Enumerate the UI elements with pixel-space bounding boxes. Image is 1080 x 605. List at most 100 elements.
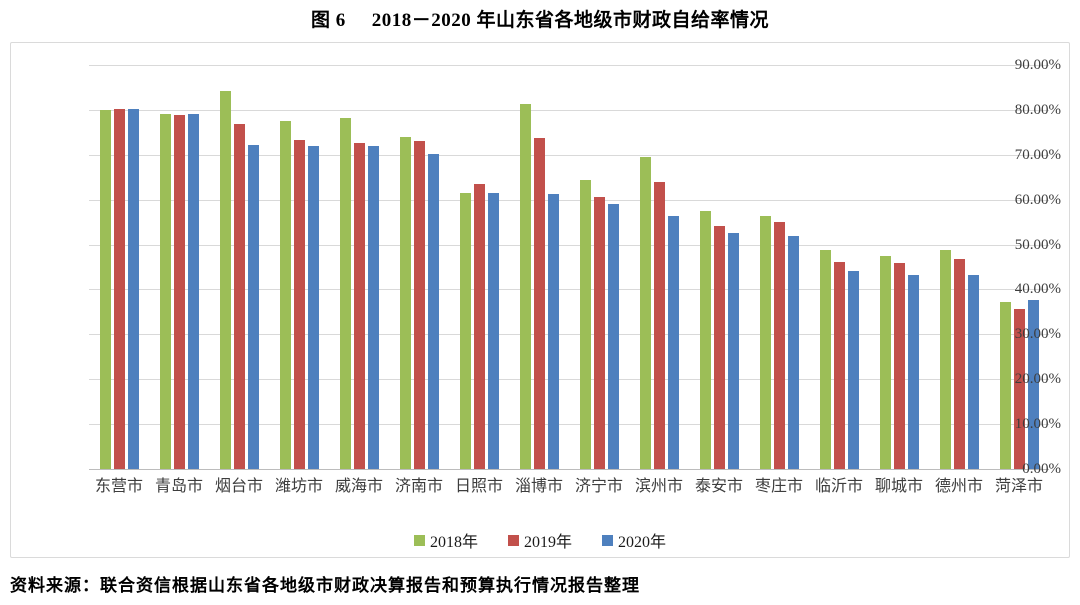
bar-2018年-烟台市 bbox=[219, 91, 231, 469]
bar-2020年-滨州市 bbox=[667, 215, 679, 469]
x-tick-label: 聊城市 bbox=[874, 478, 923, 495]
bar-group bbox=[749, 65, 809, 469]
bar-group bbox=[269, 65, 329, 469]
bar-group bbox=[89, 65, 149, 469]
bar-2019年-潍坊市 bbox=[293, 139, 305, 469]
bar-2020年-东营市 bbox=[127, 109, 139, 469]
bar-2020年-威海市 bbox=[367, 145, 379, 469]
legend-swatch-icon bbox=[602, 534, 613, 546]
bar-group bbox=[149, 65, 209, 469]
figure-title-text: 2018－2020 年山东省各地级市财政自给率情况 bbox=[371, 10, 770, 31]
bar-groups bbox=[89, 65, 1049, 469]
bar-2018年-菏泽市 bbox=[999, 302, 1011, 469]
y-tick-label: 90.00% bbox=[1014, 57, 1061, 73]
bar-2020年-淄博市 bbox=[547, 194, 559, 469]
bar-2019年-济南市 bbox=[413, 141, 425, 469]
x-tick-label: 烟台市 bbox=[214, 478, 263, 495]
legend-swatch-icon bbox=[507, 534, 519, 546]
bar-2020年-泰安市 bbox=[727, 232, 739, 469]
bar-2018年-日照市 bbox=[459, 192, 471, 469]
gridline bbox=[89, 334, 1049, 336]
bar-2019年-威海市 bbox=[353, 142, 365, 469]
x-tick-label: 济宁市 bbox=[574, 478, 623, 495]
bar-2019年-菏泽市 bbox=[1013, 308, 1025, 469]
gridline bbox=[89, 199, 1049, 201]
x-tick-label: 枣庄市 bbox=[754, 478, 803, 495]
y-tick-label: 80.00% bbox=[1014, 101, 1061, 118]
bar-group bbox=[209, 65, 269, 469]
x-tick-label: 滨州市 bbox=[634, 478, 683, 495]
legend-item-2020年: 2020年 bbox=[602, 528, 666, 552]
chart-area: 东营市 青岛市 烟台市 潍坊市 威海市 济南市 日照市 淄博市 济宁市 滨州市 泰安市 枣庄市 临沂市聊… bbox=[10, 42, 1070, 558]
bar-2020年-临沂市 bbox=[847, 271, 859, 469]
bar-group bbox=[809, 65, 869, 469]
bar-group bbox=[989, 65, 1049, 469]
bar-2020年-济宁市 bbox=[607, 204, 619, 469]
bar-2018年-泰安市 bbox=[699, 210, 711, 469]
bar-group bbox=[689, 65, 749, 469]
legend-item-2018年: 2018年 bbox=[413, 528, 478, 552]
bar-group bbox=[449, 65, 509, 469]
gridline bbox=[89, 424, 1049, 426]
bar-2020年-枣庄市 bbox=[787, 235, 799, 469]
figure-number: 图 6 bbox=[310, 10, 346, 31]
bar-2019年-东营市 bbox=[113, 109, 125, 469]
plot-area bbox=[89, 65, 1049, 470]
bar-2019年-泰安市 bbox=[713, 226, 725, 469]
bar-2018年-潍坊市 bbox=[279, 120, 291, 469]
bar-2019年-枣庄市 bbox=[773, 222, 785, 469]
y-tick-label: 30.00% bbox=[1014, 326, 1061, 343]
bar-group bbox=[569, 65, 629, 469]
y-tick-label: 60.00% bbox=[1014, 191, 1061, 208]
x-axis-labels: 东营市 青岛市 烟台市 潍坊市 威海市 济南市 日照市 淄博市 济宁市 滨州市 泰安市 枣庄市 临沂市聊… bbox=[89, 477, 1049, 497]
x-tick-label: 威海市 bbox=[334, 478, 383, 495]
bar-2018年-临沂市 bbox=[819, 249, 831, 469]
bar-2020年-德州市 bbox=[967, 274, 979, 469]
bar-2020年-日照市 bbox=[487, 192, 499, 469]
bar-2019年-聊城市 bbox=[893, 263, 905, 469]
bar-group bbox=[629, 65, 689, 469]
bar-2019年-滨州市 bbox=[653, 182, 665, 469]
x-tick-label: 临沂市 bbox=[814, 478, 863, 495]
legend-label: 2019年 bbox=[523, 534, 572, 551]
bar-2019年-日照市 bbox=[473, 184, 485, 469]
bar-2018年-聊城市 bbox=[879, 256, 891, 469]
legend-swatch-icon bbox=[413, 534, 425, 546]
bar-group bbox=[389, 65, 449, 469]
bar-2019年-德州市 bbox=[953, 258, 965, 469]
bar-2019年-青岛市 bbox=[173, 115, 185, 469]
bar-group bbox=[509, 65, 569, 469]
x-tick-label: 济南市 bbox=[394, 478, 443, 495]
bar-2020年-烟台市 bbox=[247, 145, 259, 469]
bar-2019年-烟台市 bbox=[233, 123, 245, 469]
bar-2018年-青岛市 bbox=[159, 113, 171, 469]
bar-2019年-济宁市 bbox=[593, 197, 605, 469]
bar-2020年-潍坊市 bbox=[307, 145, 319, 469]
bar-group bbox=[329, 65, 389, 469]
bar-2020年-聊城市 bbox=[907, 275, 919, 469]
x-tick-label: 泰安市 bbox=[694, 478, 743, 495]
bar-2020年-济南市 bbox=[427, 153, 439, 469]
y-tick-label: 10.00% bbox=[1014, 416, 1061, 433]
y-tick-label: 50.00% bbox=[1014, 236, 1061, 253]
figure-title: 图 6 2018－2020 年山东省各地级市财政自给率情况 bbox=[0, 5, 1080, 32]
x-tick-label: 德州市 bbox=[934, 478, 983, 495]
bar-2018年-威海市 bbox=[339, 118, 351, 469]
bar-group bbox=[929, 65, 989, 469]
x-tick-label: 东营市 bbox=[94, 478, 143, 495]
chart-legend: 2018年 2019年 2020年 bbox=[11, 528, 1069, 552]
bar-2019年-临沂市 bbox=[833, 261, 845, 469]
gridline bbox=[89, 65, 1049, 66]
bar-2018年-滨州市 bbox=[639, 157, 651, 469]
bar-2018年-德州市 bbox=[939, 250, 951, 469]
legend-item-2019年: 2019年 bbox=[507, 528, 572, 552]
legend-label: 2018年 bbox=[429, 534, 478, 551]
bar-2020年-青岛市 bbox=[187, 114, 199, 469]
source-note: 资料来源：联合资信根据山东省各地级市财政决算报告和预算执行情况报告整理 bbox=[10, 576, 640, 595]
x-tick-label: 日照市 bbox=[454, 478, 503, 495]
bar-2018年-东营市 bbox=[99, 109, 111, 469]
y-tick-label: 0.00% bbox=[1022, 461, 1061, 477]
x-tick-label: 菏泽市 bbox=[994, 478, 1043, 495]
gridline bbox=[89, 109, 1049, 111]
y-tick-label: 20.00% bbox=[1014, 371, 1061, 388]
